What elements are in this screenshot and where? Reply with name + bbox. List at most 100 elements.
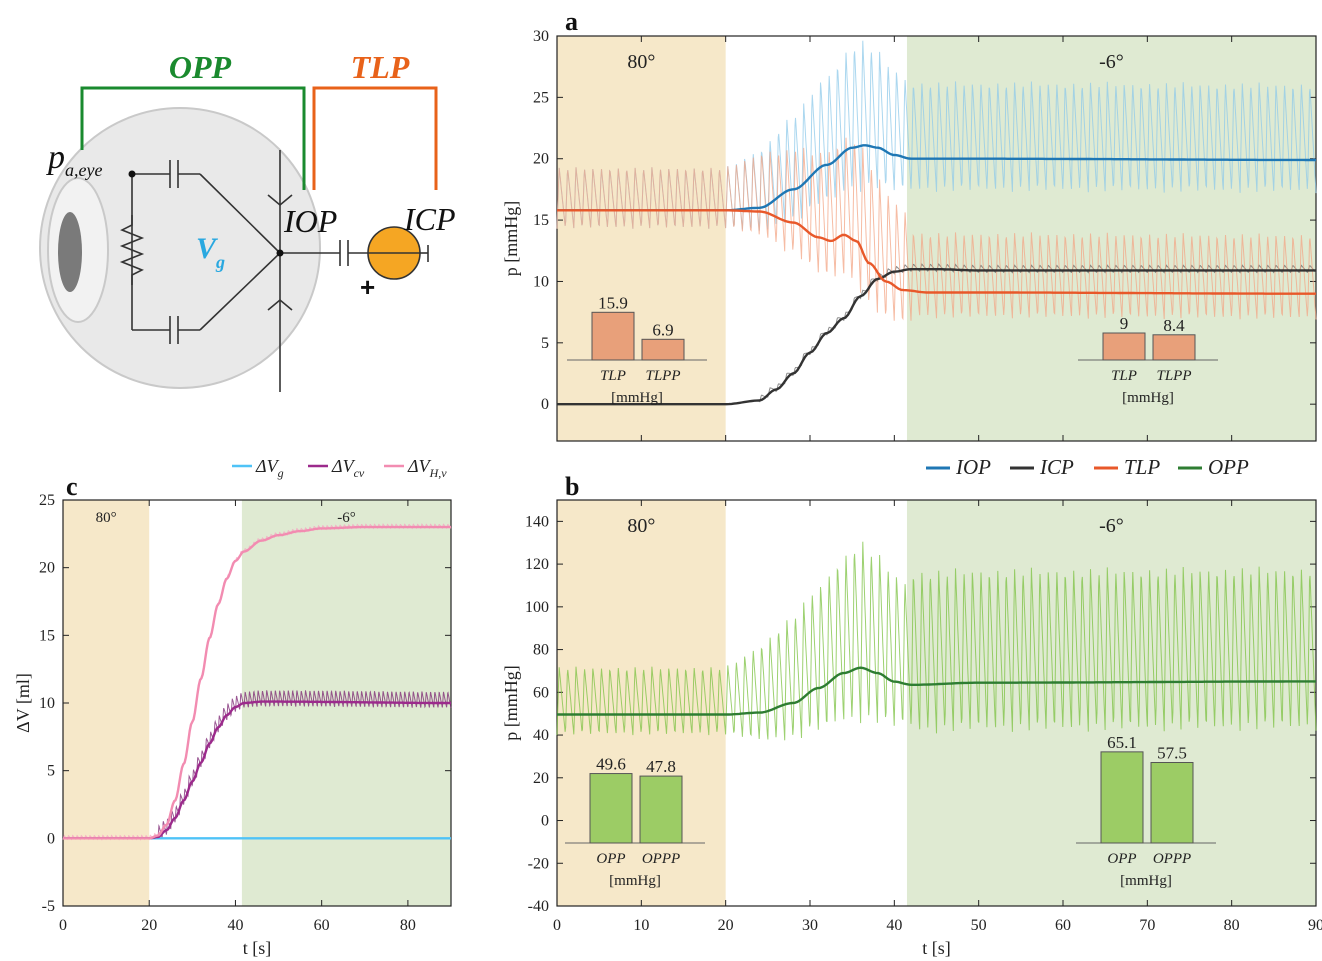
y-tick-label: 20	[533, 151, 549, 168]
tlp-bracket	[312, 86, 438, 190]
y-tick-label: 10	[39, 695, 55, 712]
x-tick-label: 40	[886, 917, 902, 934]
y-axis-label: ΔV [ml]	[13, 673, 33, 733]
y-tick-label: 5	[541, 335, 549, 352]
pa-eye-label: p	[46, 139, 65, 176]
panel-a: 80° -6° 0 5 10 15 20 25 30 p [mmHg] a 15.9 TLP 6.9 TLP…	[501, 7, 1317, 442]
inset-category-label: OPP	[596, 851, 625, 867]
panel-b: 80° -6° -40 -20 0 20 40 60 80 100 120 140 0 10 20 30 40 5…	[501, 472, 1322, 958]
series-oscillation-TLP	[556, 137, 1317, 321]
x-tick-label: 0	[59, 917, 67, 934]
y-tick-label: 140	[525, 513, 549, 530]
region-label: -6°	[1099, 51, 1124, 73]
inset-bar	[1102, 332, 1146, 361]
y-tick-label: 20	[533, 770, 549, 787]
inset-category-label: OPPP	[642, 851, 680, 867]
region-upright-bg	[557, 500, 726, 906]
bar-inset: 15.9 TLP 6.9 TLPP [mmHg]	[567, 293, 707, 406]
vg-subscript: g	[215, 252, 225, 272]
region-upright-bg	[557, 36, 726, 441]
inset-bar	[641, 338, 685, 361]
series-line-ICP	[557, 268, 1316, 406]
inset-bar	[591, 311, 635, 361]
bar-inset: 65.1 OPP 57.5 OPPP [mmHg]	[1076, 733, 1216, 889]
x-tick-label: 0	[553, 917, 561, 934]
legend-label: ΔVg	[255, 456, 284, 480]
x-tick-label: 60	[1055, 917, 1071, 934]
legend-label: ICP	[1039, 455, 1074, 479]
plot-frame	[556, 499, 1317, 907]
y-axis-label: p [mmHg]	[501, 665, 521, 741]
inset-category-label: TLPP	[1156, 368, 1191, 384]
inset-unit-label: [mmHg]	[609, 873, 661, 889]
inset-unit-label: [mmHg]	[1120, 873, 1172, 889]
plot-frame	[556, 35, 1317, 442]
legend-label: TLP	[1124, 455, 1160, 479]
y-tick-label: 5	[47, 763, 55, 780]
panel-letter: c	[66, 472, 78, 501]
panel-letter: b	[565, 472, 579, 501]
x-tick-label: 20	[718, 917, 734, 934]
x-tick-label: 70	[1139, 917, 1155, 934]
x-tick-label: 80	[1224, 917, 1240, 934]
region-label: 80°	[96, 510, 117, 526]
eyeball-circle	[39, 107, 321, 389]
opp-label: OPP	[169, 49, 232, 85]
legend-ab: IOP ICP TLP OPP	[926, 455, 1249, 479]
inset-category-label: TLPP	[645, 368, 680, 384]
tlp-label: TLP	[351, 49, 410, 85]
y-tick-label: 60	[533, 684, 549, 701]
y-tick-label: 120	[525, 556, 549, 573]
inset-unit-label: [mmHg]	[611, 390, 663, 406]
inset-category-label: TLP	[600, 368, 626, 384]
y-tick-label: 40	[533, 727, 549, 744]
legend-c: ΔVg ΔVcv ΔVH,v	[232, 456, 447, 480]
region-label: 80°	[627, 51, 655, 73]
x-axis-label: t [s]	[922, 938, 951, 958]
y-tick-label: 10	[533, 273, 549, 290]
inset-bar	[1150, 762, 1194, 844]
inset-bar	[1152, 334, 1196, 361]
inset-bar-value: 15.9	[598, 293, 628, 312]
region-label: -6°	[337, 510, 356, 526]
inset-bar-value: 57.5	[1157, 744, 1187, 763]
inset-bar-value: 47.8	[646, 757, 676, 776]
inset-category-label: OPPP	[1153, 851, 1191, 867]
y-tick-label: 20	[39, 560, 55, 577]
svg-text:Vg: Vg	[196, 232, 225, 272]
svg-text:pa,eye: pa,eye	[46, 139, 102, 180]
pupil-shape	[58, 212, 82, 292]
legend-label: IOP	[955, 455, 991, 479]
region-tilt-bg	[906, 500, 1316, 906]
x-tick-label: 60	[314, 917, 330, 934]
y-tick-label: 30	[533, 28, 549, 45]
x-tick-label: 90	[1308, 917, 1322, 934]
y-tick-label: 25	[39, 492, 55, 509]
y-tick-label: -5	[42, 898, 55, 915]
legend-label: ΔVcv	[331, 456, 365, 480]
panel-letter: a	[565, 7, 578, 36]
inset-bar-value: 49.6	[596, 755, 626, 774]
y-tick-label: 0	[541, 396, 549, 413]
legend-label: ΔVH,v	[407, 456, 447, 480]
pa-eye-subscript: a,eye	[65, 160, 102, 180]
x-tick-label: 40	[227, 917, 243, 934]
y-tick-label: 0	[541, 813, 549, 830]
series-oscillation-OPP	[556, 541, 1317, 741]
x-tick-label: 30	[802, 917, 818, 934]
region-label: 80°	[627, 515, 655, 537]
inset-bar-value: 6.9	[652, 320, 673, 339]
y-tick-label: 15	[533, 212, 549, 229]
y-tick-label: 100	[525, 599, 549, 616]
x-tick-label: 10	[633, 917, 649, 934]
vg-label: V	[196, 232, 219, 265]
inset-category-label: OPP	[1107, 851, 1136, 867]
region-label: -6°	[1099, 515, 1124, 537]
series-line-OPP	[557, 666, 1316, 716]
inset-unit-label: [mmHg]	[1122, 390, 1174, 406]
y-tick-label: -20	[528, 855, 549, 872]
x-tick-label: 80	[400, 917, 416, 934]
icp-label: ICP	[403, 201, 456, 237]
y-tick-label: 0	[47, 830, 55, 847]
